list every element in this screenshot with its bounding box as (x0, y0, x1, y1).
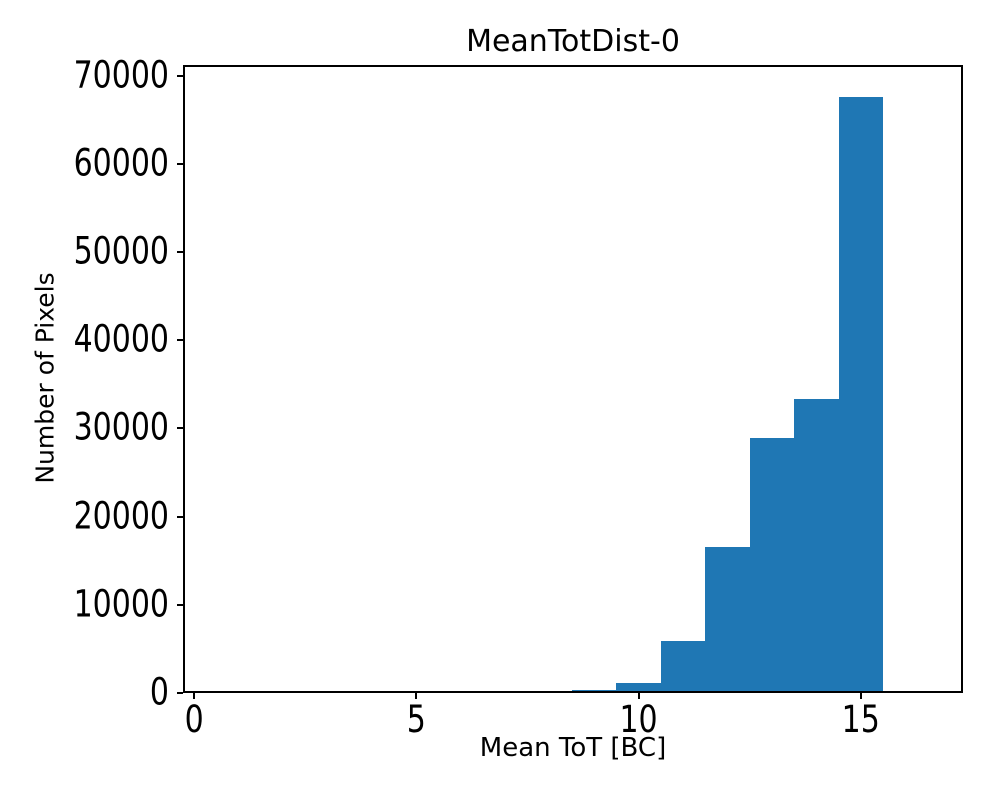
x-tick-label: 10 (619, 698, 658, 742)
y-tick-mark (177, 74, 183, 77)
y-axis-label: Number of Pixels (30, 272, 60, 484)
y-tick-mark (177, 515, 183, 518)
y-tick-mark (177, 250, 183, 253)
y-tick-label: 20000 (73, 494, 169, 538)
y-tick-label: 60000 (73, 141, 169, 186)
y-tick-label: 40000 (73, 317, 169, 362)
y-tick-mark (177, 162, 183, 165)
histogram-bar (705, 546, 750, 691)
histogram-bar (571, 690, 617, 691)
y-tick-label: 50000 (73, 229, 169, 274)
histogram-bar (616, 682, 661, 691)
plot-area (183, 65, 963, 693)
histogram-bar (660, 640, 706, 691)
y-tick-mark (177, 692, 183, 694)
y-tick-mark (177, 339, 183, 342)
x-tick-mark (637, 693, 640, 699)
y-tick-label: 0 (149, 670, 169, 715)
y-tick-label: 10000 (73, 582, 169, 627)
histogram-bar (749, 438, 795, 691)
x-axis-label: Mean ToT [BC] (479, 733, 667, 763)
x-tick-mark (859, 693, 862, 699)
x-tick-label: 15 (841, 698, 880, 742)
y-tick-mark (177, 603, 183, 606)
histogram-bar (794, 398, 839, 691)
y-tick-label: 30000 (73, 405, 169, 450)
chart-title: MeanTotDist-0 (466, 24, 680, 59)
x-tick-label: 0 (184, 698, 204, 742)
x-tick-mark (193, 693, 196, 699)
x-tick-mark (415, 693, 418, 699)
y-tick-mark (177, 427, 183, 430)
histogram-bar (838, 96, 883, 691)
y-tick-label: 70000 (73, 53, 169, 97)
x-tick-label: 5 (406, 698, 426, 742)
